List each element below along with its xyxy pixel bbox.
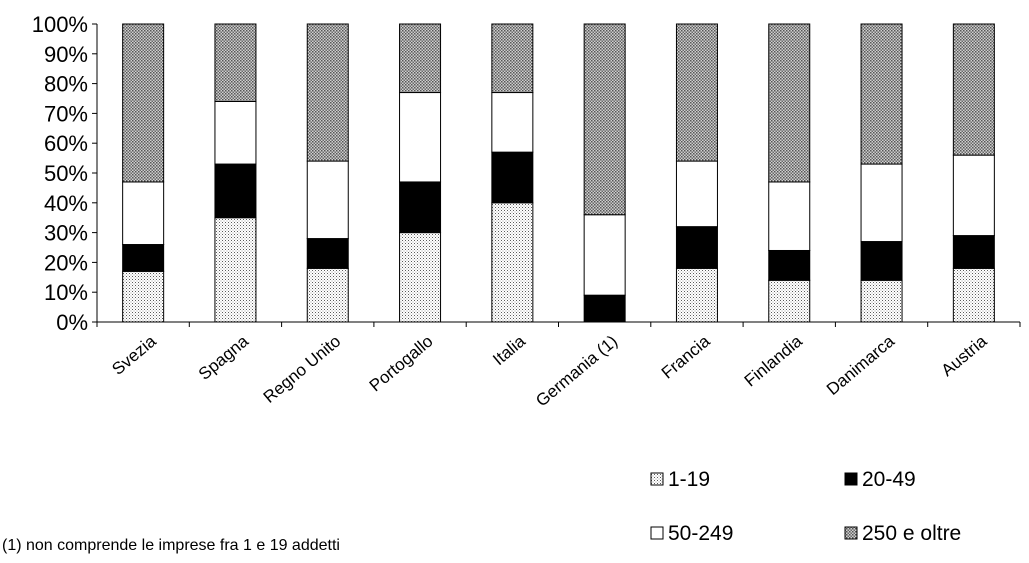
legend-swatch-1-19 [650,472,664,486]
bar-segment-portogallo-250-e-oltre [399,23,442,94]
x-tick-label: Portogallo [366,332,437,396]
bar-segment-germania-1-250-e-oltre [583,23,626,216]
y-tick-label: 90% [44,42,88,67]
x-tick-label: Finlandia [741,331,806,390]
legend-label: 1-19 [668,468,710,491]
bar-segment-danimarca-250-e-oltre [860,23,903,165]
plot-area [122,23,995,323]
legend: 1-19 20-49 50-249 250 e oltre [650,468,961,545]
bar-segment-svezia-20-49 [122,244,165,272]
bar-segment-finlandia-1-19 [768,279,811,323]
legend-label: 250 e oltre [862,522,961,545]
bar-segment-regno-unito-1-19 [306,267,349,323]
x-tick-label: Spagna [195,331,253,384]
legend-swatch-50-249 [650,526,664,540]
y-tick-label: 10% [44,280,88,305]
bar-segment-austria-250-e-oltre [952,23,995,156]
y-tick-label: 60% [44,131,88,156]
bar-segment-finlandia-20-49 [768,249,811,281]
legend-swatch-250-e-oltre [844,526,858,540]
legend-swatch-20-49 [844,472,858,486]
bar-segment-germania-1-20-49 [583,294,626,323]
bar-segment-francia-50-249 [675,160,718,228]
bar-segment-italia-20-49 [491,151,534,204]
x-tick-label: Italia [489,331,529,369]
y-tick-label: 70% [44,101,88,126]
y-tick-label: 50% [44,161,88,186]
bar-segment-finlandia-250-e-oltre [768,23,811,183]
bar-segment-danimarca-50-249 [860,163,903,243]
legend-label: 20-49 [862,468,916,491]
bar-segment-italia-250-e-oltre [491,23,534,94]
y-tick-label: 80% [44,72,88,97]
bar-segment-austria-1-19 [952,267,995,323]
x-tick-label: Francia [658,331,714,382]
bar-segment-svezia-50-249 [122,181,165,246]
bar-segment-portogallo-50-249 [399,92,442,183]
bar-segment-finlandia-50-249 [768,181,811,251]
bar-segment-austria-20-49 [952,235,995,269]
bar-segment-regno-unito-250-e-oltre [306,23,349,162]
bar-segment-svezia-250-e-oltre [122,23,165,183]
y-tick-label: 30% [44,221,88,246]
footnote: (1) non comprende le imprese fra 1 e 19 … [2,537,340,554]
bar-segment-portogallo-20-49 [399,181,442,234]
y-tick-label: 20% [44,250,88,275]
legend-label: 50-249 [668,522,733,545]
bar-segment-italia-1-19 [491,202,534,323]
bar-segment-spagna-50-249 [214,100,257,165]
bar-segment-regno-unito-20-49 [306,238,349,269]
x-tick-label: Regno Unito [260,332,345,407]
y-tick-label: 0% [56,310,88,335]
bar-segment-francia-250-e-oltre [675,23,718,162]
y-tick-label: 100% [32,12,88,37]
bar-segment-svezia-1-19 [122,270,165,323]
x-tick-label: Austria [938,331,991,380]
bar-segment-germania-1-50-249 [583,214,626,296]
y-tick-label: 40% [44,191,88,216]
bar-segment-portogallo-1-19 [399,232,442,323]
bar-segment-regno-unito-50-249 [306,160,349,240]
y-axis: 0% 10% 20% 30% 40% 50% 60% 70% 80% 90% 100% [32,12,98,335]
x-axis: Svezia Spagna Regno Unito Portogallo Italia G… [96,321,1021,411]
bar-segment-spagna-250-e-oltre [214,23,257,102]
bar-segment-italia-50-249 [491,92,534,153]
bar-segment-austria-50-249 [952,154,995,237]
x-tick-label: Germania (1) [532,332,621,411]
bar-segment-francia-20-49 [675,226,718,269]
bar-segment-danimarca-20-49 [860,241,903,281]
x-tick-label: Svezia [108,331,160,379]
bar-segment-francia-1-19 [675,267,718,323]
bar-segment-danimarca-1-19 [860,279,903,323]
bar-segment-spagna-20-49 [214,163,257,219]
bar-segment-spagna-1-19 [214,217,257,323]
x-tick-label: Danimarca [823,331,899,399]
